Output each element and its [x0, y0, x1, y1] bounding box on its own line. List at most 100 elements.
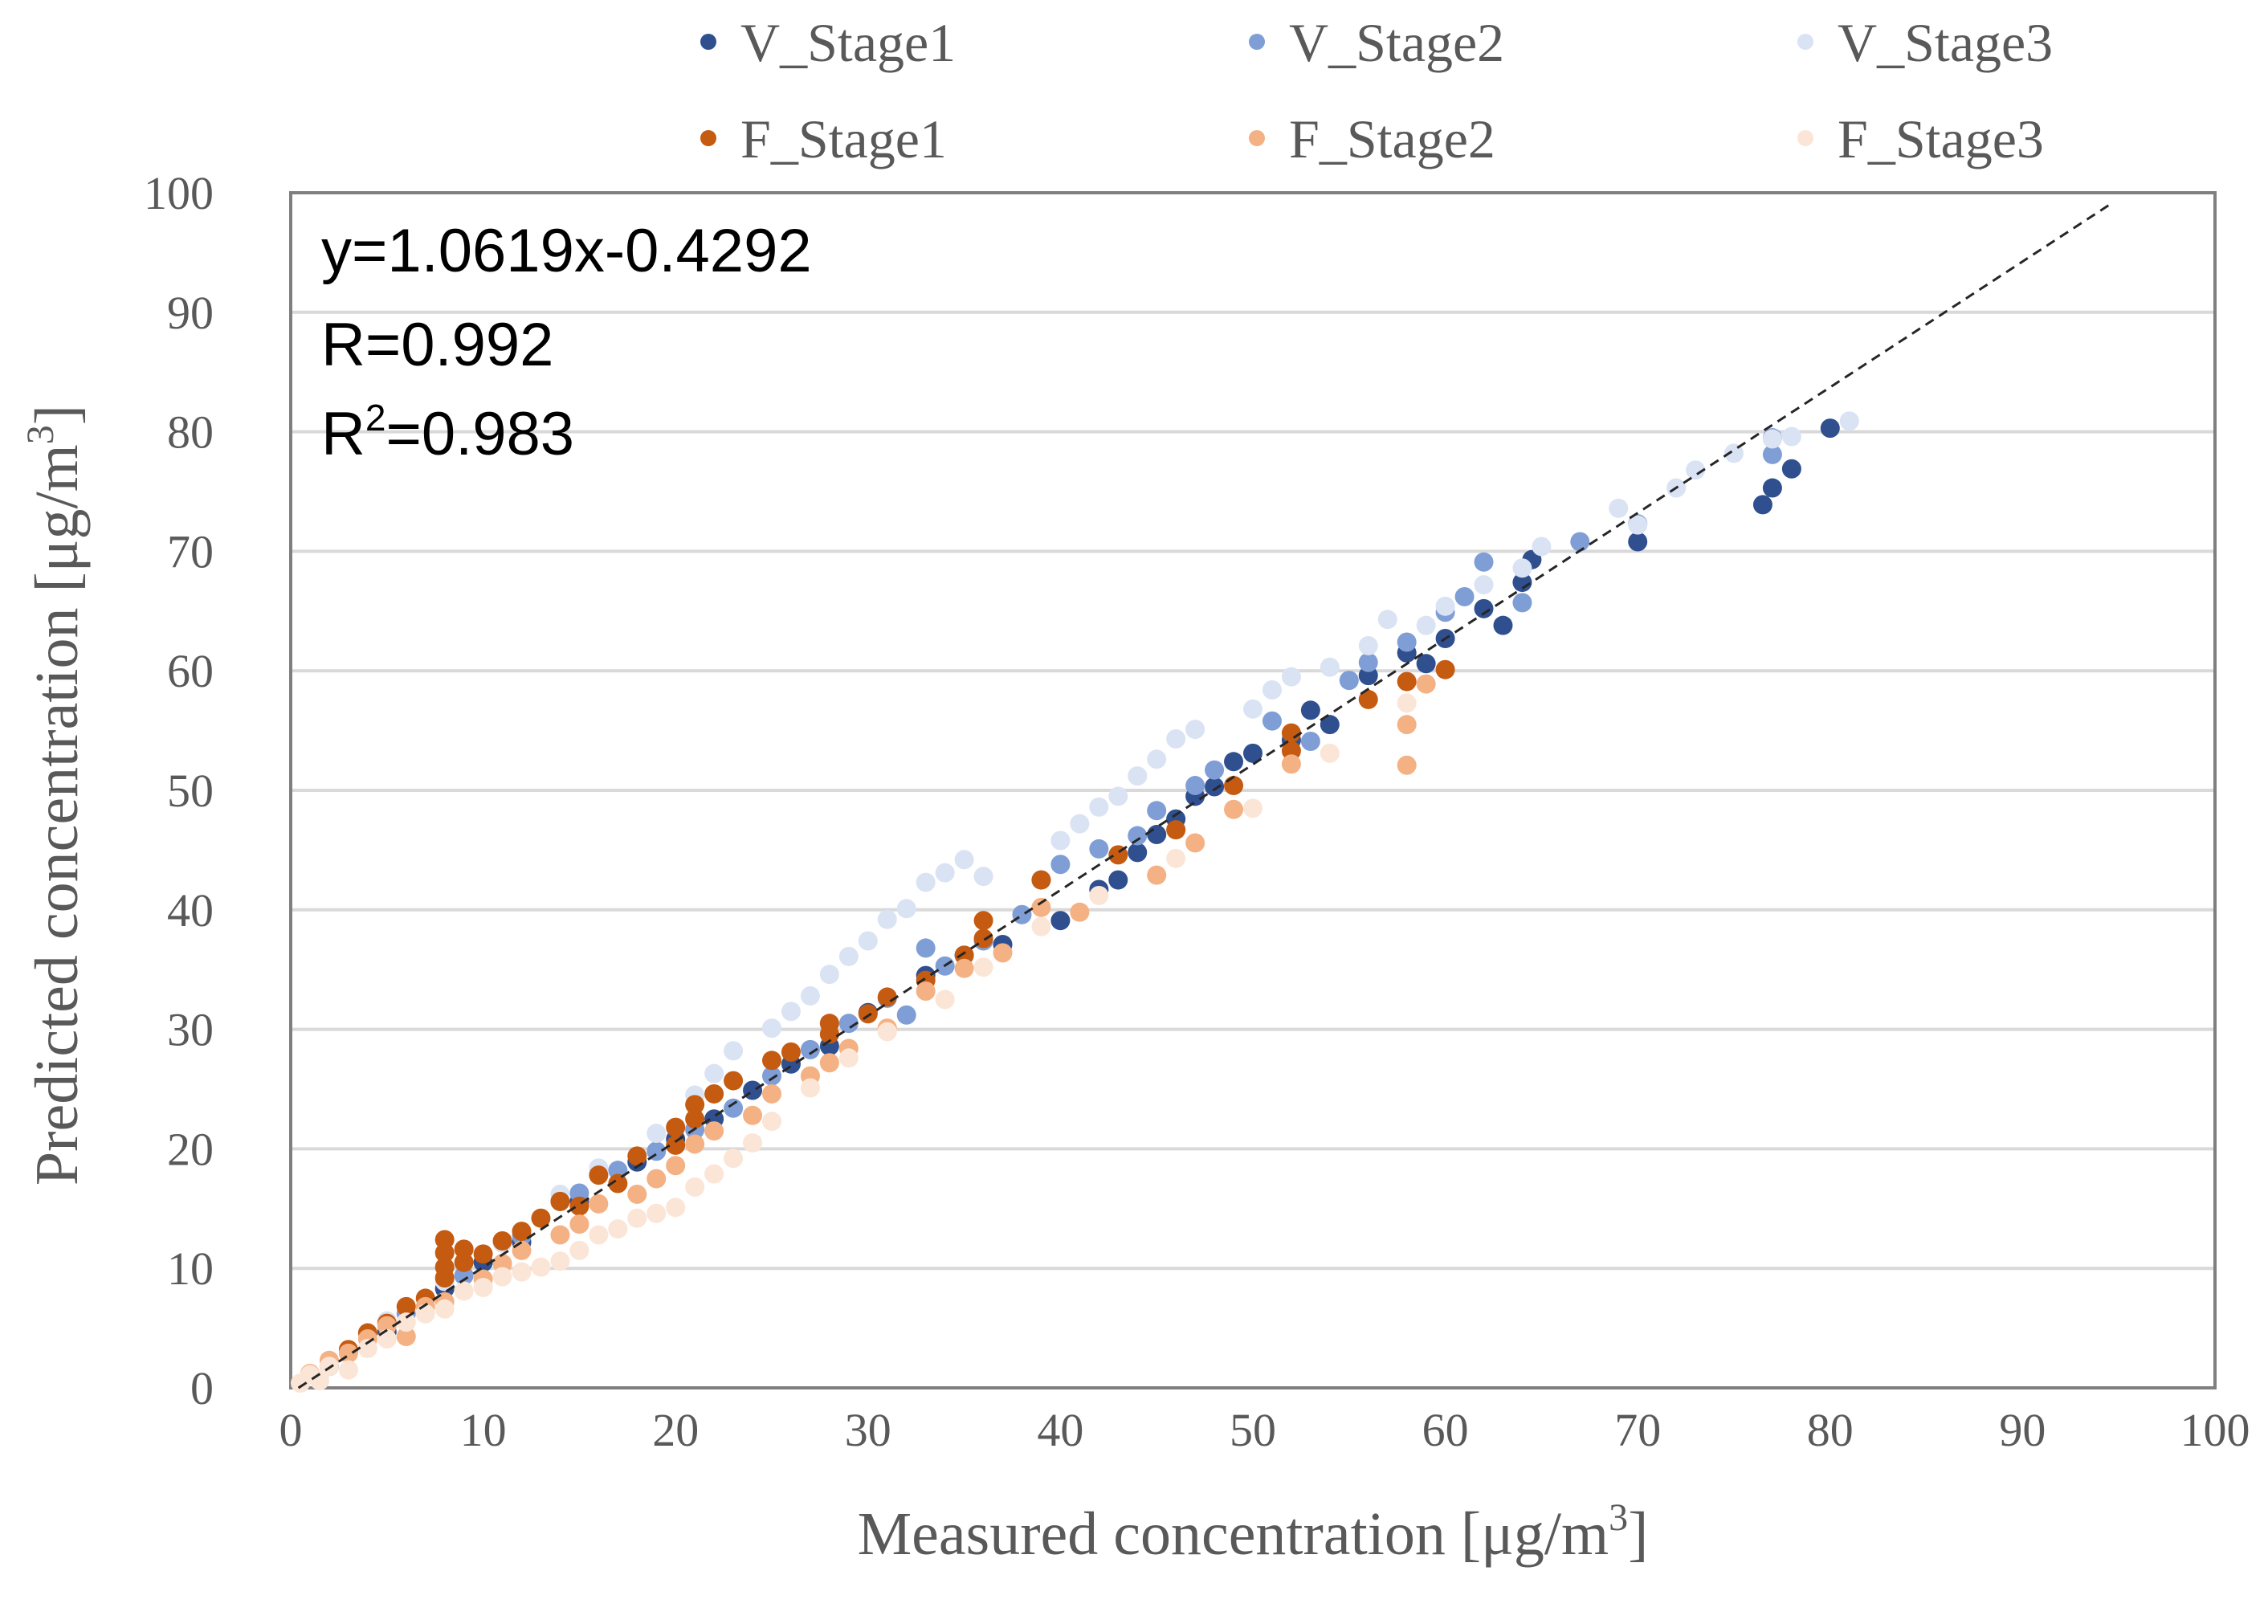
data-point: [1147, 825, 1167, 845]
r-squared-value: =0.983: [385, 400, 574, 468]
r-squared-prefix: R: [321, 400, 365, 468]
data-point: [1262, 680, 1282, 700]
data-point: [1397, 632, 1417, 652]
data-point: [1781, 426, 1801, 447]
data-point: [704, 1121, 724, 1141]
data-point: [1609, 498, 1629, 518]
data-point: [1050, 830, 1071, 851]
data-point: [916, 872, 936, 892]
legend-label-v-stage2: V_Stage2: [1289, 12, 1504, 73]
x-tick-label: 30: [845, 1404, 891, 1456]
legend-marker-f-stage1: [700, 130, 716, 146]
y-tick-label: 70: [167, 525, 214, 577]
data-point: [1358, 652, 1378, 672]
legend-marker-v-stage3: [1797, 34, 1813, 50]
data-point: [473, 1244, 493, 1264]
data-point: [1474, 598, 1494, 618]
data-point: [1281, 723, 1301, 743]
data-point: [396, 1296, 416, 1316]
data-point: [666, 1198, 686, 1218]
data-point: [1128, 826, 1148, 846]
data-point: [762, 1112, 781, 1132]
data-point: [1493, 615, 1513, 635]
data-point: [647, 1124, 667, 1144]
data-point: [1532, 537, 1552, 557]
data-point: [781, 1002, 801, 1022]
data-point: [1262, 711, 1282, 731]
data-point: [819, 1014, 839, 1034]
x-tick-label: 50: [1230, 1404, 1276, 1456]
data-point: [512, 1222, 532, 1242]
data-point: [550, 1251, 570, 1271]
legend-marker-v-stage2: [1249, 34, 1265, 50]
data-point: [1454, 586, 1475, 606]
data-point: [1397, 755, 1417, 775]
data-point: [1512, 573, 1532, 593]
data-point: [935, 863, 955, 883]
y-axis-title: Predicted concentration [μg/m3]: [19, 405, 91, 1185]
data-point: [954, 958, 974, 978]
data-point: [1377, 610, 1397, 630]
y-tick-label: 90: [167, 287, 214, 339]
fit-line: [297, 202, 2111, 1389]
data-point: [724, 1149, 744, 1169]
legend-marker-v-stage1: [700, 34, 716, 50]
data-point: [1147, 749, 1167, 769]
data-point: [1752, 495, 1772, 515]
data-point: [1570, 532, 1590, 552]
legend-label-v-stage3: V_Stage3: [1838, 12, 2053, 73]
data-point: [954, 850, 974, 870]
data-point: [608, 1219, 628, 1239]
data-point: [1031, 870, 1051, 890]
y-axis-title-main: Predicted concentration [μg/m: [23, 444, 91, 1185]
data-point: [935, 989, 955, 1010]
data-point: [473, 1278, 493, 1298]
y-tick-label: 50: [167, 765, 214, 817]
data-point: [973, 911, 993, 931]
data-point: [800, 985, 820, 1006]
y-tick-label: 20: [167, 1123, 214, 1175]
data-point: [1820, 418, 1840, 439]
data-point: [1070, 902, 1090, 922]
data-point: [1281, 754, 1301, 774]
data-point: [1762, 429, 1782, 449]
data-point: [1031, 897, 1051, 917]
r-value: R=0.992: [321, 311, 553, 379]
data-point: [1108, 786, 1128, 806]
data-point: [819, 965, 839, 985]
data-point: [896, 899, 916, 919]
series-v-stage3: [319, 411, 1859, 1373]
data-point: [550, 1191, 570, 1211]
data-point: [569, 1240, 589, 1260]
legend-marker-f-stage2: [1249, 130, 1265, 146]
x-axis-title-main: Measured concentration [μg/m: [858, 1500, 1609, 1568]
data-point: [1243, 699, 1262, 719]
data-point: [1050, 855, 1071, 875]
data-point: [743, 1132, 763, 1153]
legend-marker-f-stage3: [1797, 130, 1813, 146]
data-point: [1089, 797, 1109, 817]
data-point: [685, 1134, 705, 1154]
y-tick-label: 80: [167, 406, 214, 459]
plot-area-border: [289, 191, 2217, 1389]
data-point: [1416, 615, 1436, 635]
data-point: [819, 1053, 839, 1073]
fit-equation: y=1.0619x-0.4292: [321, 217, 812, 285]
data-point: [1358, 635, 1378, 655]
x-tick-label: 70: [1614, 1404, 1661, 1456]
data-point: [1185, 720, 1205, 740]
data-point: [1397, 715, 1417, 735]
x-axis-title-close: ]: [1628, 1500, 1648, 1568]
data-point: [1416, 654, 1436, 674]
legend-label-f-stage1: F_Stage1: [740, 108, 947, 169]
data-point: [704, 1083, 724, 1104]
data-point: [1628, 532, 1648, 552]
data-point: [1205, 760, 1225, 780]
data-point: [1012, 904, 1032, 924]
data-point: [396, 1327, 416, 1347]
data-point: [704, 1164, 724, 1184]
data-point: [1435, 659, 1455, 679]
data-point: [434, 1257, 455, 1277]
data-point: [1070, 814, 1090, 834]
data-point: [743, 1105, 763, 1125]
